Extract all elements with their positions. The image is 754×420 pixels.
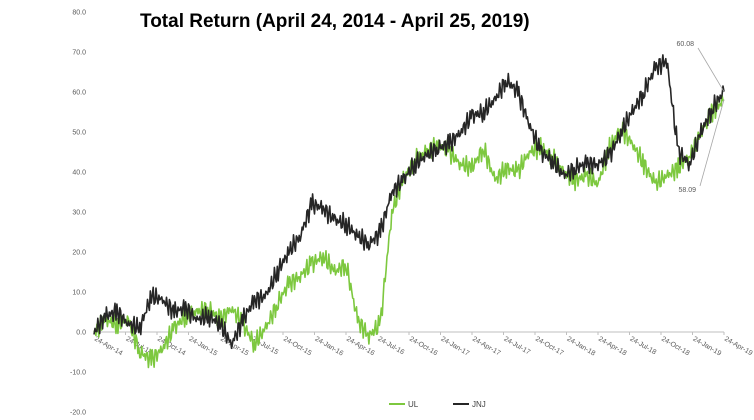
y-tick-label: -20.0 <box>70 410 86 417</box>
y-tick-label: 10.0 <box>72 290 86 297</box>
y-tick-label: 70.0 <box>72 50 86 57</box>
chart-title: Total Return (April 24, 2014 - April 25,… <box>140 11 530 32</box>
x-tick-label: 24-Oct-17 <box>534 336 565 358</box>
x-tick-label: 24-Jan-19 <box>692 336 723 358</box>
x-tick-label: 24-Jan-17 <box>440 336 471 358</box>
annotation-leader-line <box>699 99 725 187</box>
x-tick-label: 24-Jul-16 <box>377 336 406 357</box>
y-tick-label: 50.0 <box>72 130 86 137</box>
x-tick-label: 24-Oct-16 <box>408 336 439 358</box>
legend-label-jnj: JNJ <box>472 400 486 409</box>
x-tick-label: 24-Oct-18 <box>660 336 691 358</box>
x-tick-label: 24-Jan-15 <box>188 336 219 358</box>
x-tick-label: 24-Apr-18 <box>597 336 628 358</box>
x-axis: 24-Apr-14 24-Jul-14 24-Oct-14 24-Jan-15 24-A… <box>93 332 754 358</box>
x-tick-label: 24-Apr-14 <box>93 336 124 358</box>
annotation-label-jnj: 60.08 <box>676 41 694 48</box>
annotations: 60.08 58.09 <box>676 41 725 194</box>
annotation-leader-line <box>697 47 725 92</box>
series-line-ul <box>93 94 725 369</box>
y-tick-label: -10.0 <box>70 370 86 377</box>
y-tick-label: 60.0 <box>72 90 86 97</box>
y-axis: 80.0 70.0 60.0 50.0 40.0 30.0 20.0 10.0 0.0 -10.0… <box>70 10 86 417</box>
x-tick-label: 24-Oct-15 <box>282 336 313 358</box>
y-tick-label: 20.0 <box>72 250 86 257</box>
annotation-label-ul: 58.09 <box>678 187 696 194</box>
x-tick-label: 24-Apr-19 <box>723 336 754 358</box>
legend-label-ul: UL <box>408 400 419 409</box>
x-tick-label: 24-Jul-17 <box>503 336 532 357</box>
series-line-jnj <box>93 54 725 350</box>
y-tick-label: 30.0 <box>72 210 86 217</box>
x-tick-label: 24-Jan-18 <box>566 336 597 358</box>
x-tick-label: 24-Jan-16 <box>314 336 345 358</box>
y-tick-label: 80.0 <box>72 10 86 17</box>
x-tick-label: 24-Jul-18 <box>629 336 658 357</box>
x-tick-label: 24-Apr-17 <box>471 336 502 358</box>
plot-area <box>93 54 725 369</box>
y-tick-label: 0.0 <box>76 330 86 337</box>
y-tick-label: 40.0 <box>72 170 86 177</box>
x-tick-label: 24-Apr-16 <box>345 336 376 358</box>
legend: UL JNJ <box>389 400 486 409</box>
